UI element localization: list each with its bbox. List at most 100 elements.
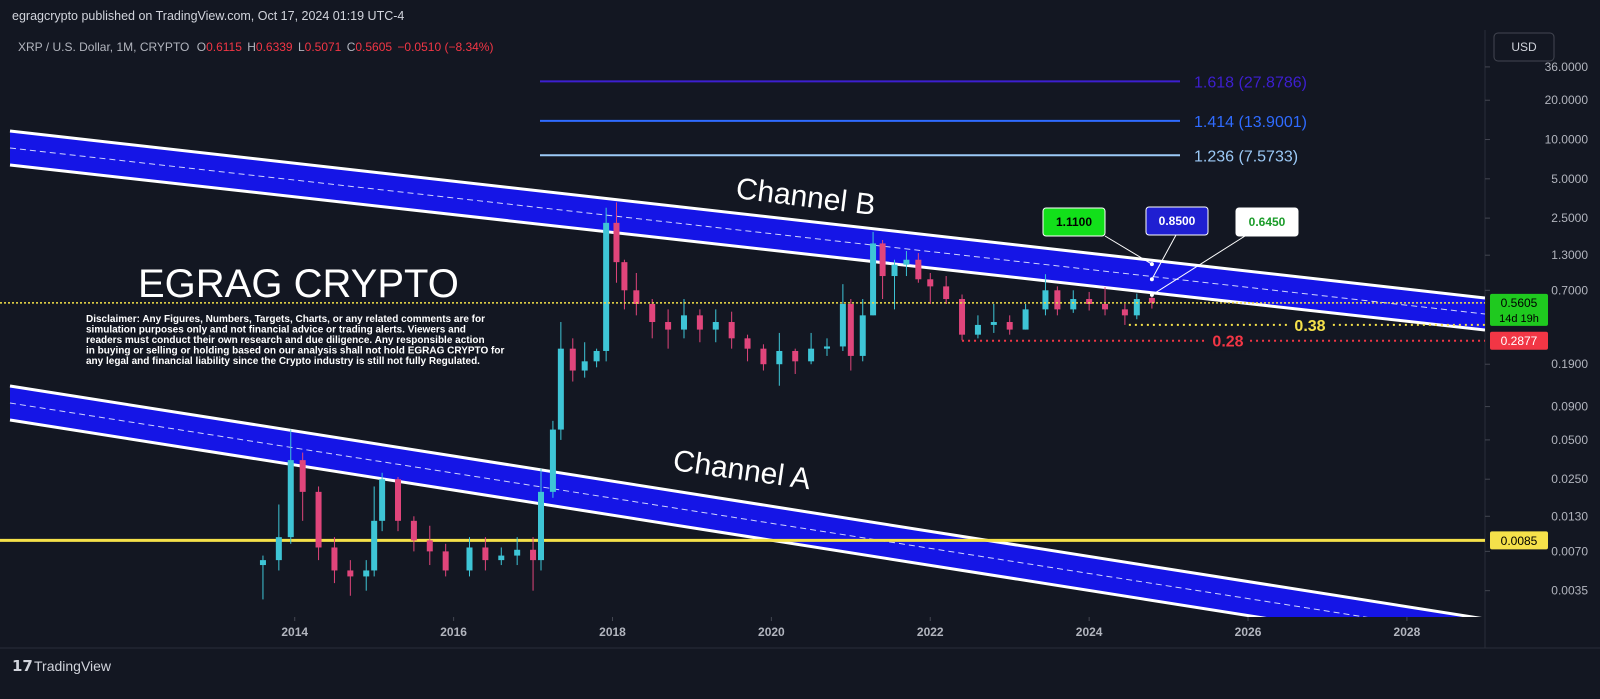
callout-pointer <box>1151 235 1246 296</box>
watermark-title: EGRAG CRYPTO <box>138 262 459 306</box>
candle-body <box>426 540 433 552</box>
candle-body <box>410 520 417 541</box>
candle-body <box>1121 309 1128 316</box>
candle-body <box>903 259 910 265</box>
fib-label: 1.236 (7.5733) <box>1194 148 1298 165</box>
plot <box>0 80 1485 600</box>
x-tick-label: 2026 <box>1235 625 1262 639</box>
y-tick-label: 36.0000 <box>1545 60 1589 74</box>
candle-body <box>315 491 322 548</box>
y-tick-label: 20.0000 <box>1545 93 1589 107</box>
last-price-label: 0.5605 <box>1501 296 1538 310</box>
y-tick-label: 0.0130 <box>1551 509 1588 523</box>
disclaimer-line: any legal and financial liability since … <box>86 356 480 367</box>
ohlc-value: 0.5071 <box>305 40 342 54</box>
candle-body <box>593 350 600 362</box>
candle-body <box>959 299 966 335</box>
price-axis-badge-label: 0.2877 <box>1501 334 1538 348</box>
ohlc-value: 0.6339 <box>256 40 293 54</box>
candle-body <box>974 324 981 335</box>
candle-body <box>442 551 449 571</box>
candle-body <box>927 279 934 287</box>
callout-point <box>1149 262 1154 267</box>
x-tick-label: 2018 <box>599 625 626 639</box>
candle-body <box>915 259 922 280</box>
x-tick-label: 2020 <box>758 625 785 639</box>
ohlc-value: 0.6115 <box>206 40 242 54</box>
x-tick-label: 2024 <box>1076 625 1103 639</box>
callout-point <box>1149 292 1154 297</box>
candle-body <box>823 346 830 349</box>
candle-body <box>1022 309 1029 330</box>
candle-body <box>1054 290 1061 310</box>
candle-body <box>603 222 610 351</box>
y-tick-label: 0.0500 <box>1551 433 1588 447</box>
candle-body <box>569 348 576 371</box>
candle-body <box>696 315 703 330</box>
countdown: 14d 19h <box>1499 313 1539 325</box>
callout-pointer <box>1104 235 1153 265</box>
candle-body <box>1148 297 1155 303</box>
callout-point <box>1149 277 1154 282</box>
candle-body <box>859 315 866 356</box>
callout-box <box>1235 207 1299 237</box>
candle-body <box>371 520 378 571</box>
disclaimer-line: Disclaimer: Any Figures, Numbers, Target… <box>86 314 485 325</box>
channel-a-mid <box>9 402 1368 617</box>
candle-body <box>299 460 306 492</box>
candle-body <box>537 491 544 561</box>
candle-body <box>633 290 640 304</box>
candle-body <box>990 322 997 325</box>
callout-pointer <box>1151 234 1177 280</box>
x-tick-label: 2022 <box>917 625 944 639</box>
ohlc-letter: H <box>247 40 256 54</box>
y-tick-label: 2.5000 <box>1551 211 1588 225</box>
symbol: XRP / U.S. Dollar, 1M, CRYPTO <box>18 40 189 54</box>
ohlc-letter: O <box>197 40 206 54</box>
y-tick-label: 5.0000 <box>1551 172 1588 186</box>
fib-label: 1.414 (13.9001) <box>1194 114 1307 131</box>
disclaimer-line: in buying or selling or holding based on… <box>86 346 504 357</box>
candle-body <box>530 549 537 561</box>
candle-body <box>943 286 950 300</box>
candle-body <box>275 537 282 561</box>
candle-body <box>649 303 656 323</box>
y-tick-label: 0.7000 <box>1551 283 1588 297</box>
candle-body <box>395 479 402 521</box>
currency: USD <box>1511 40 1537 54</box>
disclaimer-line: simulation purposes only and not financi… <box>86 325 466 336</box>
ohlc-letter: C <box>347 40 356 54</box>
x-tick-label: 2028 <box>1394 625 1421 639</box>
candle-body <box>680 315 687 330</box>
candle-body <box>482 547 489 561</box>
level-label-bg <box>1290 314 1330 335</box>
y-tick-label: 0.0900 <box>1551 400 1588 414</box>
disclaimer-line: readers must conduct their own research … <box>86 335 485 346</box>
price-axis-badge-label: 0.0085 <box>1501 534 1538 548</box>
channel-b-bottom <box>9 163 1485 332</box>
y-tick-label: 1.3000 <box>1551 248 1588 262</box>
legend: XRP / U.S. Dollar, 1M, CRYPTO O0.6115 H0… <box>18 40 493 54</box>
candle-body <box>379 479 386 521</box>
price-axis-badge <box>1490 531 1548 550</box>
channel-b-mid <box>9 147 1485 315</box>
candle-body <box>613 222 620 263</box>
candle-body <box>870 243 877 316</box>
disclaimer: Disclaimer: Any Figures, Numbers, Target… <box>86 314 504 367</box>
y-tick-label: 0.1900 <box>1551 357 1588 371</box>
callout-box <box>1145 206 1209 236</box>
callout-box <box>1042 207 1106 237</box>
callout-label: 0.8500 <box>1159 214 1196 228</box>
candle-body <box>557 348 564 430</box>
level-label: 0.28 <box>1212 334 1243 351</box>
candle-body <box>1086 299 1093 304</box>
y-tick-label: 0.0035 <box>1551 584 1588 598</box>
candle-body <box>259 560 266 566</box>
candle-body <box>581 361 588 371</box>
callout-label: 0.6450 <box>1249 215 1286 229</box>
currency-button[interactable] <box>1493 32 1555 62</box>
x-tick-label: 2014 <box>281 625 308 639</box>
